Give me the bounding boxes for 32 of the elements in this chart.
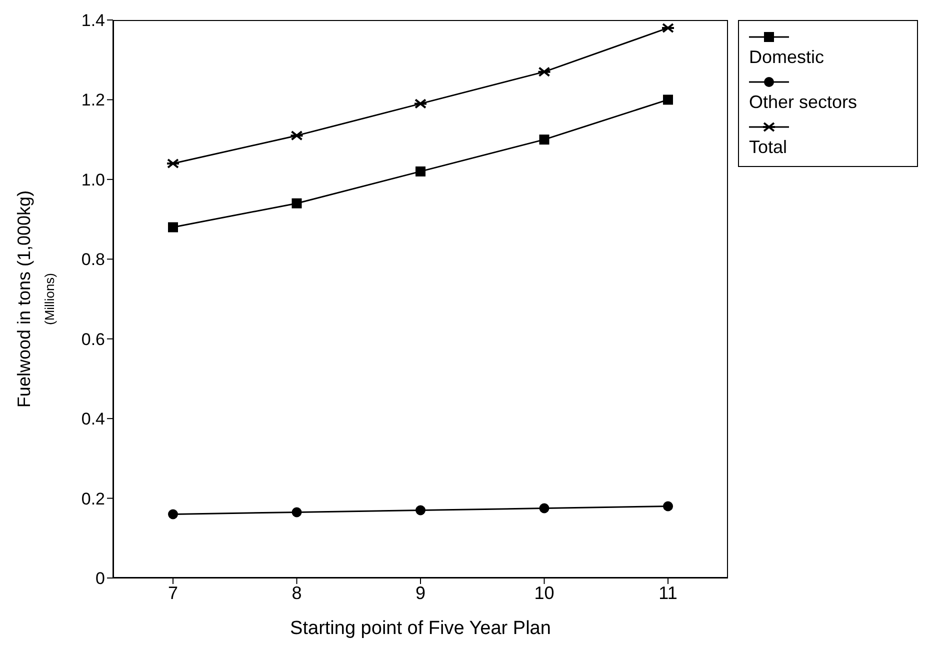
y-tick-label: 0.6 bbox=[81, 330, 105, 349]
legend-label: Total bbox=[749, 137, 788, 158]
x-tick-label: 8 bbox=[292, 582, 302, 603]
point bbox=[416, 166, 426, 176]
point bbox=[168, 222, 178, 232]
point bbox=[661, 22, 675, 33]
point bbox=[539, 503, 550, 514]
y-tick-label: 1.2 bbox=[81, 90, 105, 110]
legend-label: Domestic bbox=[749, 47, 826, 68]
point bbox=[166, 158, 180, 168]
x-axis-title: Starting point of Five Year Plan bbox=[290, 618, 551, 639]
legend-label: Other sectors bbox=[749, 92, 858, 113]
y-tick-label: 0.2 bbox=[81, 489, 105, 508]
point bbox=[537, 66, 552, 77]
y-tick-label: 1.0 bbox=[81, 170, 105, 190]
x-tick-label: 11 bbox=[658, 582, 678, 603]
y-tick-label: 1.4 bbox=[81, 11, 105, 30]
x-tick-label: 7 bbox=[168, 582, 178, 603]
point bbox=[292, 507, 302, 518]
y-tick-label: 0 bbox=[96, 569, 105, 588]
x-tick-label: 9 bbox=[415, 582, 426, 603]
point bbox=[168, 509, 178, 520]
point bbox=[414, 98, 428, 109]
point bbox=[292, 198, 302, 208]
x-tick-label: 10 bbox=[534, 582, 554, 603]
y-tick-label: 0.4 bbox=[81, 410, 105, 429]
point bbox=[663, 501, 673, 512]
point bbox=[539, 134, 550, 145]
y-tick-label: 0.8 bbox=[81, 250, 105, 270]
point bbox=[290, 130, 304, 141]
point bbox=[663, 94, 673, 105]
point bbox=[416, 505, 426, 516]
